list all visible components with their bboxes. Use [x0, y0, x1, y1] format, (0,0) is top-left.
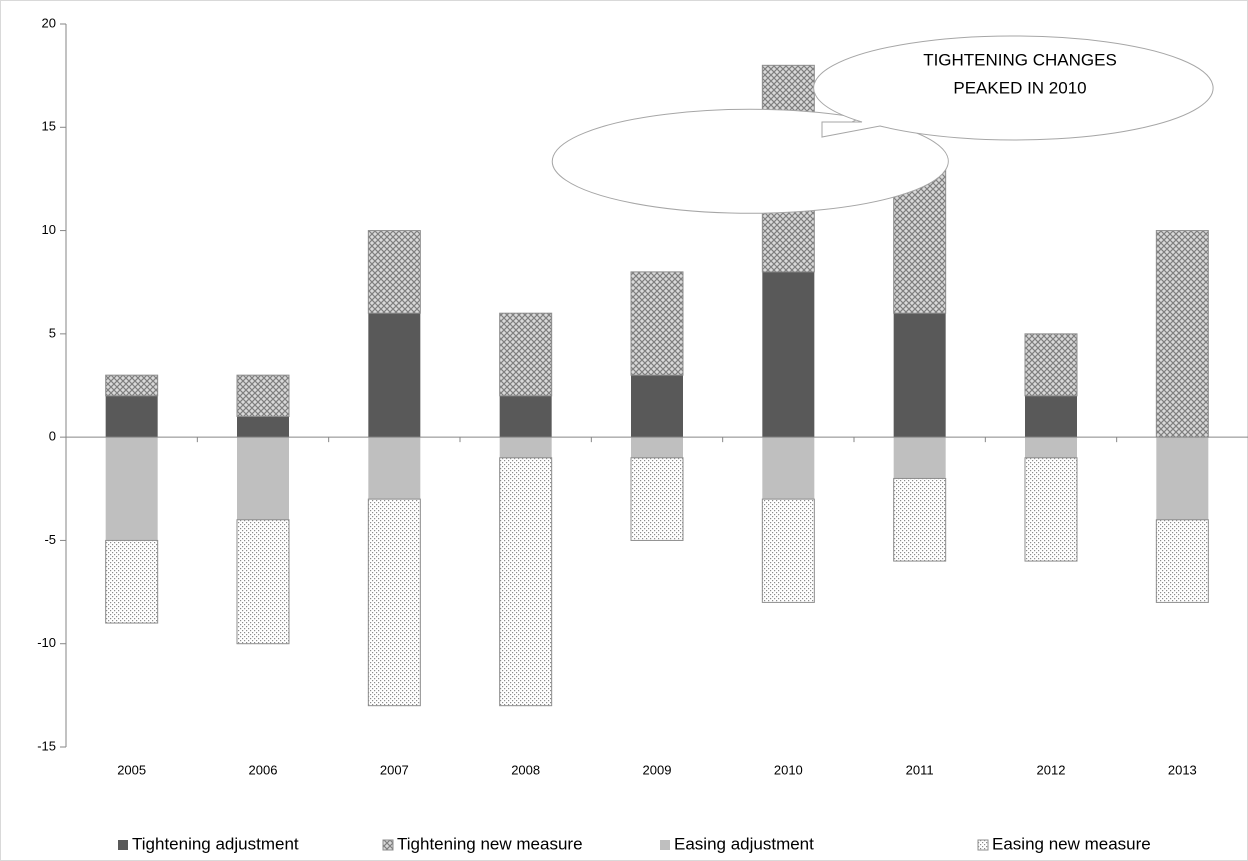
annotation-line: TIGHTENING CHANGES — [923, 50, 1117, 69]
legend-marker — [977, 839, 989, 851]
bar-segment — [631, 437, 683, 458]
legend-label: Tightening adjustment — [132, 834, 299, 853]
bar-segment — [236, 519, 290, 645]
x-tick-label: 2010 — [774, 762, 803, 777]
bar-segment — [105, 437, 158, 541]
bar-segment — [1025, 395, 1077, 438]
legend-label: Easing new measure — [992, 834, 1151, 853]
bar-segment — [236, 374, 290, 417]
x-tick-label: 2005 — [117, 762, 146, 777]
bar-segment — [105, 374, 159, 397]
bar-segment — [761, 498, 815, 603]
x-tick-label: 2013 — [1168, 762, 1197, 777]
bar-segment — [631, 375, 683, 438]
y-tick-label: 20 — [42, 15, 56, 30]
legend-label: Tightening new measure — [397, 834, 583, 853]
x-tick-label: 2012 — [1037, 762, 1066, 777]
bar-segment — [237, 437, 289, 520]
legend-label: Easing adjustment — [674, 834, 814, 853]
bar-segment — [762, 437, 815, 500]
bar-segment — [1156, 437, 1209, 520]
bar-segment — [499, 312, 553, 397]
bar-segment — [105, 395, 158, 438]
bar-segment — [1024, 333, 1078, 397]
y-tick-label: -5 — [44, 532, 56, 547]
callout: TIGHTENING CHANGES PEAKED IN 2010 — [551, 35, 1214, 214]
y-tick-label: 10 — [42, 222, 56, 237]
legend-marker — [118, 840, 128, 850]
annotation-line: PEAKED IN 2010 — [953, 78, 1086, 97]
bar-segment — [893, 313, 946, 438]
bar-segment — [499, 395, 552, 438]
bar-segment — [1025, 437, 1077, 458]
bar-segment — [630, 457, 684, 541]
bar-segment — [105, 539, 159, 624]
y-tick-label: 5 — [49, 325, 56, 340]
bar-segment — [367, 498, 421, 707]
bar-segment — [499, 437, 552, 458]
legend-marker — [382, 839, 394, 851]
y-tick-label: 0 — [49, 429, 56, 444]
x-tick-label: 2011 — [906, 762, 934, 777]
x-tick-label: 2006 — [249, 762, 278, 777]
bar-segment — [368, 313, 421, 438]
bar-segment — [1155, 519, 1209, 603]
bar-segment — [499, 457, 553, 707]
x-tick-label: 2007 — [380, 762, 409, 777]
bar-segment — [367, 230, 421, 314]
x-tick-label: 2008 — [511, 762, 540, 777]
y-tick-label: -15 — [37, 738, 56, 753]
bar-segment — [893, 477, 947, 562]
y-tick-label: -10 — [37, 635, 56, 650]
y-tick-label: 15 — [42, 119, 56, 134]
bar-segment — [1024, 457, 1078, 562]
bar-segment — [893, 437, 946, 479]
bar-segment — [630, 271, 684, 376]
bar-segment — [762, 271, 815, 438]
x-tick-label: 2009 — [643, 762, 672, 777]
legend-marker — [660, 840, 670, 850]
bar-segment — [1155, 230, 1209, 438]
bar-segment — [368, 437, 421, 500]
bar-segment — [237, 416, 289, 438]
